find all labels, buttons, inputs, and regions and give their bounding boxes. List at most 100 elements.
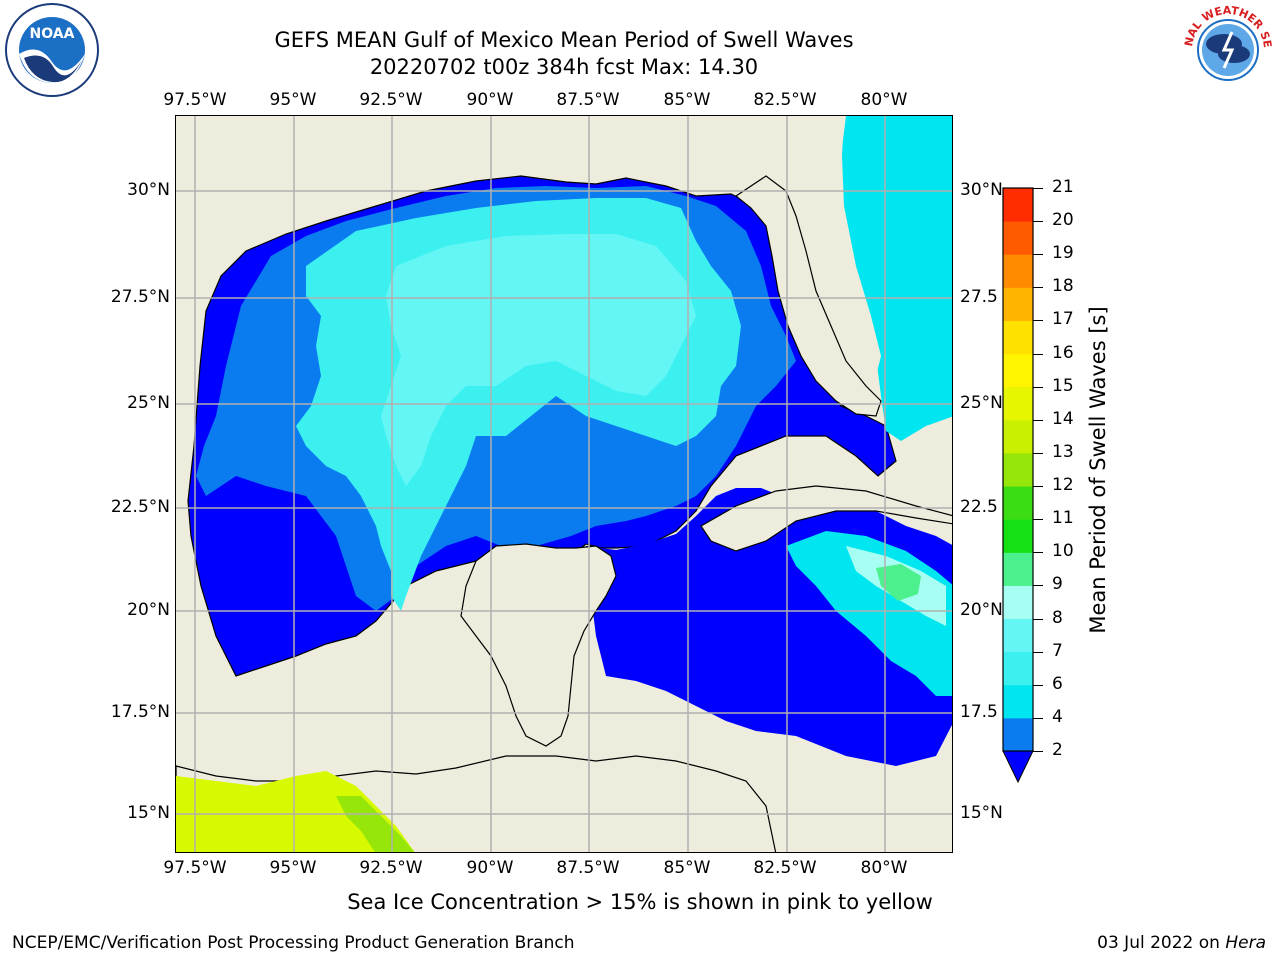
colorbar-tick-label: 18: [1052, 276, 1074, 297]
swell-band-6-7: [381, 234, 696, 486]
lon-label-bottom: 92.5°W: [359, 858, 423, 878]
colorbar-tick-mark: [1033, 320, 1043, 322]
lat-label-left: 17.5°N: [110, 702, 170, 722]
date-text: 03 Jul 2022 on: [1097, 933, 1226, 953]
lat-label-right: 30°N: [960, 180, 1003, 200]
lon-label-top: 97.5°W: [163, 90, 227, 110]
colorbar-tick-label: 7: [1052, 640, 1063, 661]
colorbar-tick-label: 15: [1052, 375, 1074, 396]
colorbar-segment: [1003, 585, 1033, 620]
colorbar-tick-label: 14: [1052, 408, 1074, 429]
colorbar-tick-label: 13: [1052, 441, 1074, 462]
lon-label-bottom: 95°W: [269, 858, 317, 878]
credit-text: NCEP/EMC/Verification Post Processing Pr…: [12, 933, 575, 953]
colorbar-segment: [1003, 519, 1033, 553]
lon-label-top: 95°W: [269, 90, 317, 110]
colorbar-tick-label: 19: [1052, 243, 1074, 264]
colorbar-segment: [1003, 651, 1033, 686]
colorbar-segment: [1003, 717, 1033, 752]
colorbar-tick-label: 12: [1052, 475, 1074, 496]
atlantic-water-region: [841, 116, 952, 441]
colorbar-tick-mark: [1033, 751, 1043, 752]
colorbar-tick-label: 17: [1052, 309, 1074, 330]
colorbar-tick-label: 11: [1052, 508, 1074, 529]
lat-label-right: 27.5: [960, 287, 998, 307]
colorbar-tick-mark: [1033, 386, 1043, 388]
pacific-sea-ice-region: [176, 771, 415, 852]
chart-title: GEFS MEAN Gulf of Mexico Mean Period of …: [274, 28, 854, 52]
caribbean-swell-peak: [876, 564, 921, 601]
colorbar-tick-mark: [1033, 651, 1043, 653]
yucatan-land: [460, 543, 617, 747]
colorbar-label: Mean Period of Swell Waves [s]: [1086, 306, 1110, 634]
colorbar-tick-label: 21: [1052, 177, 1074, 197]
lon-label-bottom: 82.5°W: [753, 858, 817, 878]
lat-label-right: 17.5: [960, 702, 998, 722]
lon-label-bottom: 87.5°W: [556, 858, 620, 878]
lon-label-bottom: 97.5°W: [163, 858, 227, 878]
footnote: Sea Ice Concentration > 15% is shown in …: [347, 890, 933, 914]
colorbar-tick-label: 9: [1052, 574, 1063, 595]
colorbar-tick-label: 8: [1052, 607, 1063, 628]
colorbar-under-triangle: [1002, 750, 1034, 784]
lon-label-top: 82.5°W: [753, 90, 817, 110]
lat-label-left: 25°N: [127, 393, 170, 413]
colorbar-segment: [1003, 353, 1033, 388]
lon-label-top: 90°W: [466, 90, 514, 110]
cuba-land: [700, 485, 952, 552]
machine-name: Hera: [1225, 933, 1266, 953]
pacific-sea-ice-region-inner: [336, 796, 415, 852]
colorbar-segment: [1003, 254, 1033, 288]
lat-label-left: 27.5°N: [110, 287, 170, 307]
colorbar-tick-mark: [1033, 353, 1043, 355]
map-panel[interactable]: [175, 115, 953, 853]
colorbar-segment: [1003, 188, 1033, 222]
lon-label-top: 87.5°W: [556, 90, 620, 110]
colorbar-tick-mark: [1033, 684, 1043, 686]
colorbar-segment: [1003, 320, 1033, 355]
colorbar-segment: [1003, 221, 1033, 255]
colorbar-tick-label: 2: [1052, 740, 1063, 760]
lat-label-left: 20°N: [127, 600, 170, 620]
colorbar-tick-mark: [1033, 254, 1043, 256]
colorbar-segment: [1003, 552, 1033, 586]
florida-east: [814, 116, 881, 376]
lat-label-right: 15°N: [960, 803, 1003, 823]
lat-label-right: 22.5: [960, 497, 998, 517]
colorbar-tick-mark: [1033, 452, 1043, 454]
lon-label-top: 80°W: [860, 90, 908, 110]
colorbar-tick-mark: [1033, 585, 1043, 587]
lat-label-right: 25°N: [960, 393, 1003, 413]
colorbar-segment: [1003, 419, 1033, 454]
lat-label-left: 22.5°N: [110, 497, 170, 517]
colorbar-tick-label: 10: [1052, 541, 1074, 562]
colorbar: [1002, 187, 1034, 784]
colorbar-tick-mark: [1033, 221, 1043, 223]
colorbar-tick-label: 16: [1052, 342, 1074, 363]
map-canvas: [176, 116, 952, 852]
colorbar-tick-mark: [1033, 188, 1043, 189]
lon-label-bottom: 85°W: [663, 858, 711, 878]
colorbar-segment: [1003, 386, 1033, 421]
lat-label-left: 30°N: [127, 180, 170, 200]
noaa-logo-text: NOAA: [30, 26, 75, 42]
lon-label-bottom: 90°W: [466, 858, 514, 878]
colorbar-segment: [1003, 684, 1033, 719]
lon-label-bottom: 80°W: [860, 858, 908, 878]
colorbar-tick-mark: [1033, 618, 1043, 620]
colorbar-tick-mark: [1033, 519, 1043, 521]
colorbar-segment: [1003, 618, 1033, 653]
colorbar-segment: [1003, 287, 1033, 321]
colorbar-tick-mark: [1033, 552, 1043, 554]
date-stamp: 03 Jul 2022 on Hera: [1097, 933, 1266, 953]
lat-label-right: 20°N: [960, 600, 1003, 620]
colorbar-segment: [1003, 486, 1033, 520]
noaa-logo: NOAA: [5, 3, 99, 97]
lon-label-top: 92.5°W: [359, 90, 423, 110]
colorbar-tick-label: 6: [1052, 673, 1063, 694]
colorbar-tick-mark: [1033, 287, 1043, 289]
lat-label-left: 15°N: [127, 803, 170, 823]
colorbar-segment: [1003, 452, 1033, 487]
colorbar-tick-mark: [1033, 717, 1043, 719]
graticule: [176, 116, 952, 852]
